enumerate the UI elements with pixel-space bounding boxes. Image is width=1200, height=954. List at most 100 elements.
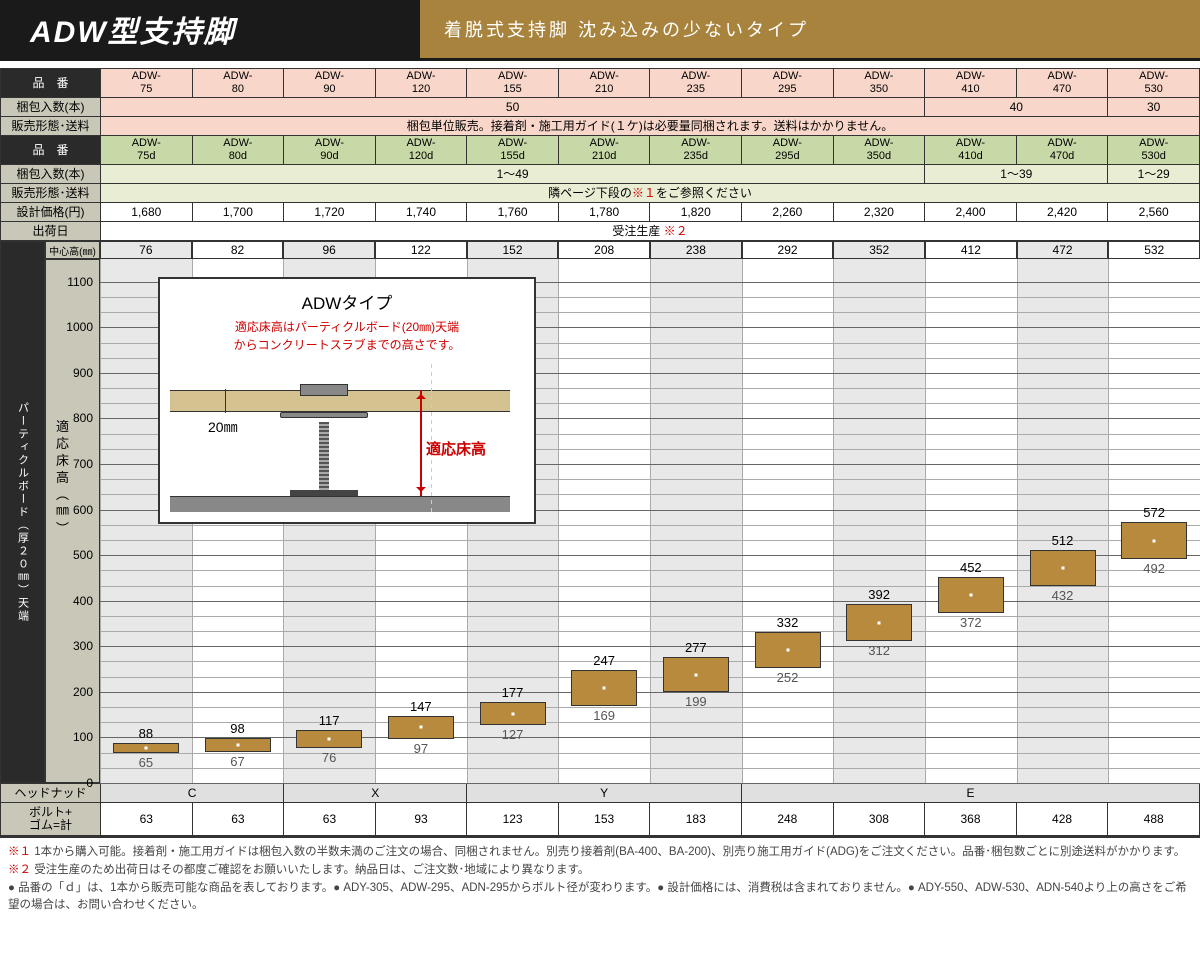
bar-bot-label: 252 [777, 670, 799, 685]
bar-bot-label: 199 [685, 694, 707, 709]
model-d-cell: ADW-470d [1016, 136, 1108, 165]
row-ship: 出荷日 受注生産 ※２ [1, 222, 1200, 241]
grid-h-line [100, 646, 1200, 647]
grid-minor-line [100, 631, 1200, 632]
y-tick-label: 900 [73, 366, 93, 380]
bolt-rubber-cell: 63 [192, 803, 284, 836]
height-arrow-icon [420, 390, 422, 496]
bar-top-label: 277 [685, 640, 707, 655]
range-bar [113, 743, 179, 753]
foot-base-icon [290, 490, 358, 496]
range-bar [296, 730, 362, 749]
model-d-cell: ADW-410d [925, 136, 1017, 165]
col-shade [833, 259, 925, 783]
divider [0, 58, 1200, 68]
ship-text: 受注生産 ※２ [101, 222, 1200, 241]
bolt-rubber-cell: 93 [375, 803, 467, 836]
grid-h-line [100, 692, 1200, 693]
price-cell: 1,780 [558, 203, 650, 222]
note-ref: ※２ [8, 864, 31, 876]
model-d-cell: ADW-210d [558, 136, 650, 165]
pack-qty-d-cell: 1～29 [1108, 165, 1200, 184]
bar-dot-icon [878, 621, 881, 624]
bar-dot-icon [694, 673, 697, 676]
bar-top-label: 332 [777, 615, 799, 630]
grid-minor-line [100, 768, 1200, 769]
bar-top-label: 512 [1052, 533, 1074, 548]
bottom-table: ヘッドナッドCXYE ボルト+ゴム=計636363931231531832483… [0, 783, 1200, 836]
price-cell: 1,700 [192, 203, 284, 222]
row-price: 設計価格(円)1,6801,7001,7201,7401,7601,7801,8… [1, 203, 1200, 222]
center-height-row: 中心高(㎜) 768296122152208238292352412472532 [45, 241, 1200, 259]
label-ship: 出荷日 [1, 222, 101, 241]
grid-v-line [742, 259, 743, 783]
model-cell: ADW-210 [558, 69, 650, 98]
page-title: ADW型支持脚 [0, 0, 420, 59]
label-bolt-rubber: ボルト+ゴム=計 [1, 803, 101, 836]
y-tick-label: 800 [73, 411, 93, 425]
grid-minor-line [100, 753, 1200, 754]
grid-minor-line [100, 540, 1200, 541]
bar-bot-label: 67 [230, 754, 244, 769]
grid-v-line [1017, 259, 1018, 783]
grid-minor-line [100, 525, 1200, 526]
price-cell: 2,320 [833, 203, 925, 222]
model-d-cell: ADW-350d [833, 136, 925, 165]
label-pack-qty: 梱包入数(本) [1, 98, 101, 117]
y-tick-label: 200 [73, 685, 93, 699]
txt: からコンクリートスラブまでの高さです。 [234, 338, 461, 352]
bar-top-label: 117 [319, 713, 340, 728]
bolt-rubber-cell: 308 [833, 803, 925, 836]
dim-arrow-icon [225, 389, 226, 413]
label-model: 品 番 [1, 136, 101, 165]
bolt-rubber-cell: 488 [1108, 803, 1200, 836]
center-h-cell: 82 [192, 241, 284, 259]
row-sale-form: 販売形態･送料 梱包単位販売。接着剤・施工用ガイド(１ケ)は必要量同梱されます。… [1, 117, 1200, 136]
bar-dot-icon [786, 648, 789, 651]
grid-minor-line [100, 661, 1200, 662]
y-tick-label: 1000 [66, 320, 93, 334]
height-label: 適応床高 [426, 438, 486, 459]
grid-v-line [650, 259, 651, 783]
foot-cap-icon [300, 384, 348, 396]
model-cell: ADW-470 [1016, 69, 1108, 98]
bolt-rubber-cell: 368 [925, 803, 1017, 836]
model-d-cell: ADW-155d [467, 136, 559, 165]
label-price: 設計価格(円) [1, 203, 101, 222]
spec-table: 品 番 ADW-75 ADW-80 ADW-90 ADW-120 ADW-155… [0, 68, 1200, 241]
header: ADW型支持脚 着脱式支持脚 沈み込みの少ないタイプ [0, 0, 1200, 58]
model-d-cell: ADW-90d [284, 136, 376, 165]
bar-dot-icon [1153, 539, 1156, 542]
grid-minor-line [100, 722, 1200, 723]
grid-minor-line [100, 616, 1200, 617]
callout-title: ADWタイプ [170, 289, 524, 314]
row-model-d: 品 番 ADW-75d ADW-80d ADW-90d ADW-120d ADW… [1, 136, 1200, 165]
grid-v-line [925, 259, 926, 783]
model-cell: ADW-120 [375, 69, 467, 98]
y-tick-label: 600 [73, 503, 93, 517]
center-h-cell: 352 [833, 241, 925, 259]
bar-bot-label: 169 [593, 708, 615, 723]
y-ticks: 010020030040050060070080090010001100 [52, 259, 97, 783]
range-bar [205, 738, 271, 752]
grid-minor-line [100, 677, 1200, 678]
price-cell: 2,420 [1016, 203, 1108, 222]
bar-top-label: 247 [593, 653, 615, 668]
txt: をご参照ください [656, 186, 752, 200]
price-cell: 1,820 [650, 203, 742, 222]
head-nut-cell: E [742, 784, 1200, 803]
center-h-cell: 472 [1017, 241, 1109, 259]
label-model: 品 番 [1, 69, 101, 98]
price-cell: 1,680 [101, 203, 193, 222]
bar-dot-icon [419, 726, 422, 729]
slab-icon [170, 496, 510, 512]
label-center-h: 中心高(㎜) [45, 241, 100, 259]
range-bar [755, 632, 821, 668]
range-bar [663, 657, 729, 693]
row-pack-qty-d: 梱包入数(本)1～491～391～29 [1, 165, 1200, 184]
note-ref: ※１ [8, 846, 31, 858]
center-h-cell: 412 [925, 241, 1017, 259]
col-shade [1017, 259, 1109, 783]
dim-label: 20㎜ [208, 417, 238, 437]
center-h-cell: 96 [283, 241, 375, 259]
